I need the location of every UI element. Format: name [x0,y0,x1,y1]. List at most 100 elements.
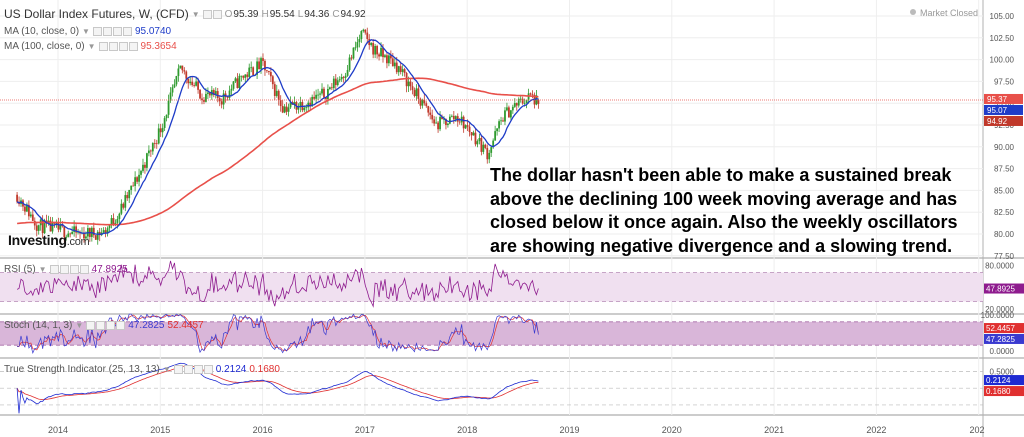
candle-body [509,110,512,118]
candle-body [466,125,469,127]
candle-body [155,143,158,145]
candle-body [405,72,408,87]
chevron-down-icon[interactable]: ▼ [191,9,200,19]
candle-body [435,122,438,124]
legend-controls[interactable] [92,27,132,36]
candle-body [380,47,382,57]
candle-body [238,75,241,89]
tsi-signal-tag-text: 0.1680 [986,387,1011,396]
candle-body [232,81,235,89]
candle-body [214,91,217,95]
candle-body [327,88,329,100]
candle-body [305,107,308,109]
logo-suffix: .com [66,236,90,248]
candle-body [285,106,288,112]
stoch-band [0,321,983,346]
candle-body [181,65,184,71]
candle-body [175,76,178,85]
candle-body [309,102,312,107]
candle-body [350,57,353,59]
candle-body [358,39,361,43]
candle-body [325,97,327,100]
legend-controls[interactable] [86,321,126,330]
candle-body [378,54,380,57]
candle-body [431,114,434,120]
candle-body [454,116,457,120]
candle-body [352,47,355,59]
candle-body [336,80,339,86]
tsi-label[interactable]: True Strength Indicator (25, 13, 13) [4,364,160,375]
candle-body [157,128,160,144]
legend-controls[interactable] [98,42,138,51]
close-price-tag: 94.92 [984,115,1023,126]
candle-body [230,88,233,91]
candle-body [146,153,148,168]
rsi-value: 47.8925 [91,264,128,275]
chevron-down-icon[interactable]: ▼ [75,321,84,330]
stoch-k-tag-text: 47.2825 [986,335,1015,344]
legend-controls[interactable] [173,365,213,374]
candle-body [234,78,237,82]
candle-body [252,67,255,76]
candle-body [415,88,418,97]
candle-body [153,143,156,144]
tsi-signal-value: 0.1680 [249,364,280,375]
candle-body [319,93,321,95]
candle-body [26,204,28,212]
candle-body [179,65,182,69]
candle-body [165,114,168,119]
candle-body [71,231,74,234]
candle-body [83,232,85,239]
candle-body [271,76,274,85]
symbol-title[interactable]: US Dollar Index Futures, W, (CFD) [4,7,189,21]
candle-body [77,231,79,233]
candle-body [525,99,528,103]
ma10-price-tag-text: 95.07 [987,106,1008,115]
candle-body [468,126,471,132]
open-label: O [224,8,233,20]
chevron-down-icon[interactable]: ▼ [162,365,171,374]
y-tick-label: 80.00 [994,230,1015,239]
candle-body [364,29,367,33]
candle-body [212,90,215,95]
candle-body [423,99,426,104]
candle-body [171,87,174,93]
candle-body [201,98,203,101]
chevron-down-icon[interactable]: ▼ [87,42,96,51]
candle-body [267,71,270,73]
candle-body [287,107,290,112]
candle-body [299,102,302,107]
close-value: 94.92 [340,8,366,20]
candle-body [346,69,349,76]
candle-body [161,127,164,133]
candle-body [31,214,34,221]
candle-body [244,74,247,78]
candle-body [448,116,451,124]
rsi-value-tag: 47.8925 [984,283,1024,294]
market-status-text: Market Closed [919,8,978,18]
candles [16,27,540,245]
legend-controls[interactable] [202,9,222,19]
ma10-price-tag: 95.07 [984,104,1023,115]
stoch-label[interactable]: Stoch (14, 1, 3) [4,320,73,331]
price-header: US Dollar Index Futures, W, (CFD) ▼ O95.… [4,7,366,21]
candle-body [110,218,113,225]
chevron-down-icon[interactable]: ▼ [38,265,47,274]
y-tick-label: 90.00 [994,143,1015,152]
candle-body [500,120,502,122]
chevron-down-icon[interactable]: ▼ [82,27,90,36]
candle-body [332,78,335,89]
candle-body [403,69,406,73]
ma10-label[interactable]: MA (10, close, 0) [4,26,80,37]
x-tick-label: 2021 [764,425,784,435]
ma100-label[interactable]: MA (100, close, 0) [4,41,85,52]
candle-body [112,218,115,224]
candle-body [120,203,123,214]
stoch-k-value: 47.2825 [128,320,165,331]
candle-body [27,204,30,217]
rsi-label[interactable]: RSI (5) [4,264,36,275]
candle-body [226,96,229,98]
legend-controls[interactable] [49,265,89,274]
candle-body [85,236,87,239]
